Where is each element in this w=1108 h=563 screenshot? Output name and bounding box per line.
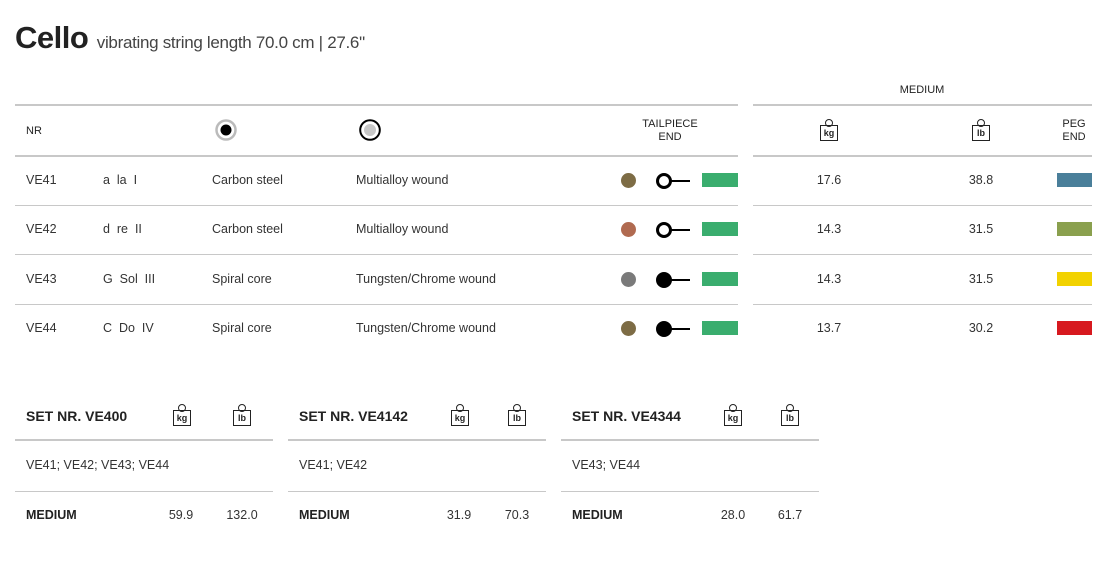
row-divider [15, 205, 738, 206]
column-header-tailpiece: TAILPIECE END [642, 118, 698, 143]
tailpiece-color-swatch [702, 173, 738, 187]
set-strings: VE41; VE42 [299, 458, 368, 472]
string-winding: Multialloy wound [356, 222, 449, 236]
set-strings: VE43; VE44 [572, 458, 641, 472]
kg-weight-icon: kg [820, 119, 838, 141]
tension-lb: 30.2 [968, 321, 994, 335]
solid-ball-end-icon [656, 272, 692, 288]
ball-end-icon [656, 173, 692, 189]
set-header-rule [288, 439, 546, 441]
string-core: Spiral core [212, 321, 272, 335]
tension-kg: 14.3 [816, 272, 842, 286]
peg-color-swatch [1057, 321, 1092, 335]
ball-end-icon [656, 222, 692, 238]
set-title: SET NR. VE4142 [299, 408, 408, 424]
lb-weight-icon: lb [508, 404, 526, 426]
kg-weight-icon: kg [451, 404, 469, 426]
string-nr: VE42 [26, 222, 57, 236]
column-header-peg: PEG END [1062, 118, 1086, 143]
column-header-nr: NR [26, 125, 42, 137]
tailpiece-color-swatch [702, 222, 738, 236]
silk-color-dot [621, 321, 636, 336]
tension-lb: 31.5 [968, 222, 994, 236]
set-tension-label: MEDIUM [26, 508, 77, 522]
tension-lb: 31.5 [968, 272, 994, 286]
set-header-rule [15, 439, 273, 441]
set-tension-kg: 59.9 [168, 508, 194, 522]
instrument-subtitle: vibrating string length 70.0 cm | 27.6" [96, 33, 365, 52]
tailpiece-color-swatch [702, 321, 738, 335]
set-tension-kg: 31.9 [446, 508, 472, 522]
string-winding: Tungsten/Chrome wound [356, 321, 496, 335]
peg-color-swatch [1057, 173, 1092, 187]
set-tension-label: MEDIUM [299, 508, 350, 522]
solid-core-icon [215, 119, 237, 141]
kg-weight-icon: kg [173, 404, 191, 426]
string-core: Spiral core [212, 272, 272, 286]
silk-color-dot [621, 222, 636, 237]
row-divider [753, 205, 1092, 206]
string-core: Carbon steel [212, 222, 283, 236]
string-core: Carbon steel [212, 173, 283, 187]
tension-kg: 13.7 [816, 321, 842, 335]
string-note: C Do IV [103, 321, 154, 335]
header-rule-left [15, 155, 738, 157]
page-title: Cello vibrating string length 70.0 cm | … [15, 20, 365, 56]
silk-color-dot [621, 173, 636, 188]
kg-weight-icon: kg [724, 404, 742, 426]
set-header-rule [561, 439, 819, 441]
table-top-rule-left [15, 104, 738, 106]
string-note: a la I [103, 173, 138, 187]
row-divider [753, 304, 1092, 305]
set-tension-label: MEDIUM [572, 508, 623, 522]
row-divider [15, 304, 738, 305]
solid-ball-end-icon [656, 321, 692, 337]
instrument-name: Cello [15, 20, 89, 55]
set-tension-lb: 61.7 [777, 508, 803, 522]
set-tension-lb: 70.3 [504, 508, 530, 522]
string-nr: VE44 [26, 321, 57, 335]
silk-color-dot [621, 272, 636, 287]
row-divider [753, 254, 1092, 255]
lb-weight-icon: lb [972, 119, 990, 141]
string-winding: Multialloy wound [356, 173, 449, 187]
tension-lb: 38.8 [968, 173, 994, 187]
string-nr: VE41 [26, 173, 57, 187]
string-winding: Tungsten/Chrome wound [356, 272, 496, 286]
set-divider [15, 491, 273, 492]
row-divider [15, 254, 738, 255]
lb-weight-icon: lb [781, 404, 799, 426]
peg-color-swatch [1057, 222, 1092, 236]
table-top-rule-right [753, 104, 1092, 106]
set-title: SET NR. VE400 [26, 408, 128, 424]
set-strings: VE41; VE42; VE43; VE44 [26, 458, 170, 472]
wound-icon [359, 119, 381, 141]
peg-color-swatch [1057, 272, 1092, 286]
string-note: d re II [103, 222, 142, 236]
set-divider [288, 491, 546, 492]
lb-weight-icon: lb [233, 404, 251, 426]
set-title: SET NR. VE4344 [572, 408, 681, 424]
set-divider [561, 491, 819, 492]
string-nr: VE43 [26, 272, 57, 286]
tailpiece-color-swatch [702, 272, 738, 286]
tension-kg: 17.6 [816, 173, 842, 187]
set-tension-kg: 28.0 [720, 508, 746, 522]
header-rule-right [753, 155, 1092, 157]
set-tension-lb: 132.0 [226, 508, 258, 522]
tension-kg: 14.3 [816, 222, 842, 236]
tension-group-label: MEDIUM [899, 84, 945, 96]
string-note: G Sol III [103, 272, 156, 286]
